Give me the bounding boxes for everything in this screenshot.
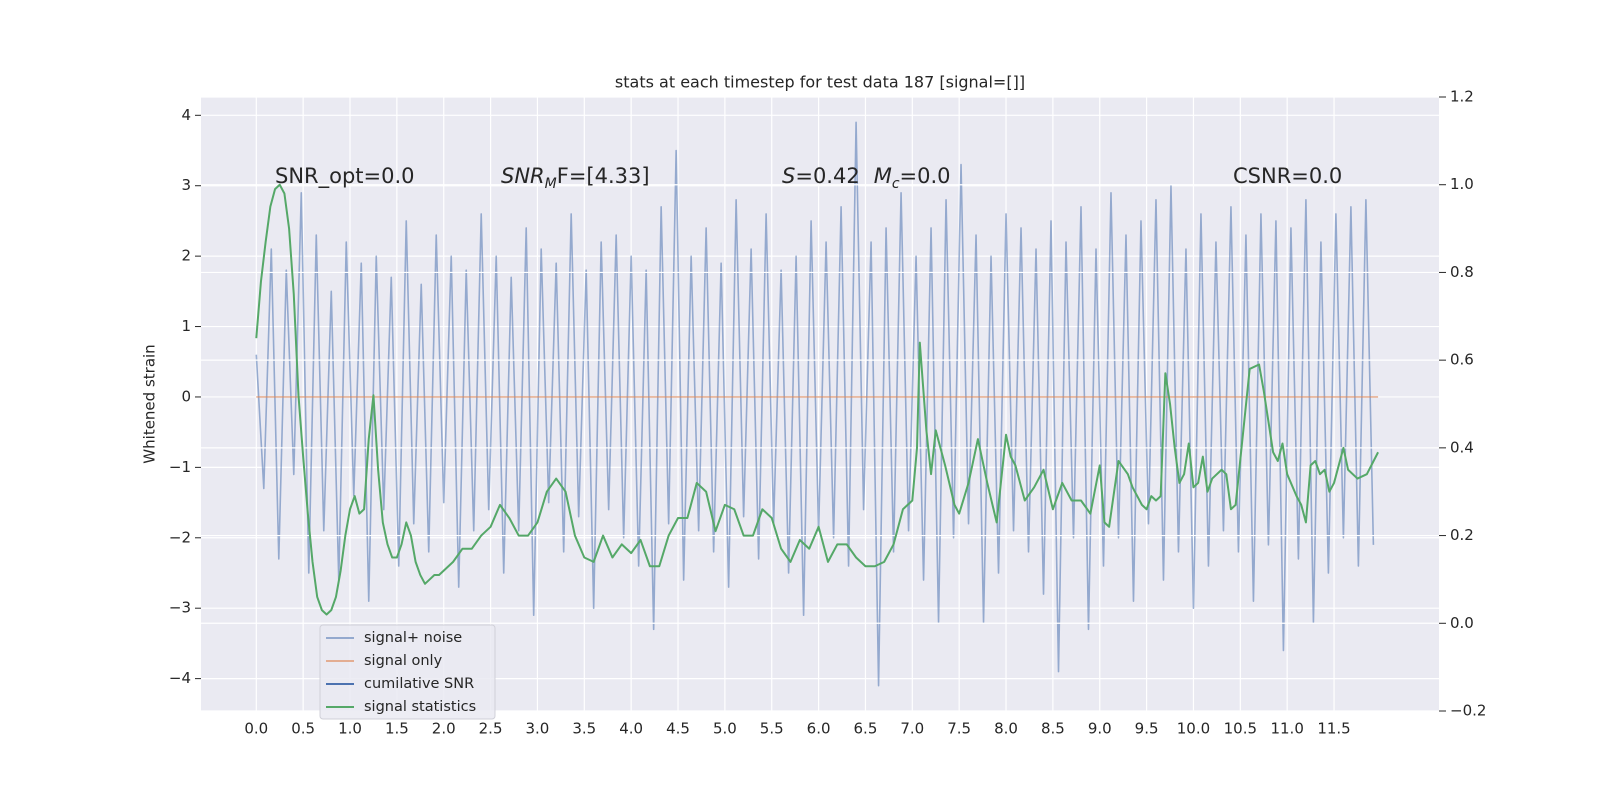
x-tick-label: 0.0 <box>244 720 268 738</box>
chart-title: stats at each timestep for test data 187… <box>615 73 1025 92</box>
annotation-part: M <box>874 164 892 188</box>
x-tick-label: 5.0 <box>713 720 737 738</box>
x-tick-label: 1.0 <box>338 720 362 738</box>
y-tick-label: −4 <box>169 669 191 687</box>
y-tick-label: 4 <box>181 106 191 124</box>
x-tick-label: 4.0 <box>619 720 643 738</box>
legend: signal+ noise signal only cumilative SNR si… <box>319 624 496 720</box>
y2-tick-label: 1.2 <box>1450 88 1474 106</box>
y-tick-label: 3 <box>181 176 191 194</box>
y2-tick-label: 0.8 <box>1450 263 1474 281</box>
y2-tick-label: −0.2 <box>1450 702 1486 720</box>
annotation-part: S <box>782 164 795 188</box>
annotation-part: SNR_opt=0.0 <box>275 164 415 189</box>
legend-label: signal only <box>364 653 443 669</box>
y-axis-label: Whitened strain <box>141 344 159 463</box>
legend-label: signal statistics <box>364 699 476 715</box>
annotation-part: SNR <box>501 164 545 188</box>
x-tick-label: 9.0 <box>1088 720 1112 738</box>
x-tick-label: 3.5 <box>572 720 596 738</box>
legend-label: cumilative SNR <box>364 676 474 692</box>
annotation-part: =0.0 <box>900 164 951 188</box>
x-tick-label: 5.5 <box>760 720 784 738</box>
x-tick-label: 10.0 <box>1177 720 1210 738</box>
x-tick-label: 6.5 <box>854 720 878 738</box>
x-tick-label: 6.0 <box>807 720 831 738</box>
annotation-part: =0.42 <box>795 164 859 188</box>
y-tick-label: 0 <box>181 387 191 405</box>
series-line <box>255 121 1375 687</box>
y2-tick-label: 1.0 <box>1450 175 1474 193</box>
annotation: S=0.42 Mc=0.0 <box>782 164 951 192</box>
series-line <box>255 183 1379 616</box>
y-tick-label: −2 <box>169 528 191 546</box>
y-tick-label: −3 <box>169 599 191 617</box>
x-tick-label: 1.5 <box>385 720 409 738</box>
x-tick-label: 8.0 <box>994 720 1018 738</box>
x-tick-label: 7.5 <box>947 720 971 738</box>
x-tick-label: 7.0 <box>900 720 924 738</box>
x-tick-label: 9.5 <box>1135 720 1159 738</box>
annotation-part: F=[4.33] <box>557 164 650 188</box>
grid-right <box>201 96 1439 712</box>
x-tick-label: 2.0 <box>432 720 456 738</box>
series-right-layer <box>255 183 1379 616</box>
y-tick-label: 2 <box>181 247 191 265</box>
annotation-part: CSNR=0.0 <box>1233 164 1342 188</box>
annotations: SNR_opt=0.0 SNRMF=[4.33] S=0.42 Mc=0.0 CSNR=… <box>275 164 1342 192</box>
x-tick-label: 11.5 <box>1317 720 1350 738</box>
legend-label: signal+ noise <box>364 630 462 646</box>
annotation-part: c <box>892 176 900 192</box>
y2-tick-label: 0.0 <box>1450 614 1474 632</box>
annotation-part: M <box>545 176 557 192</box>
axes: 0.0 0.5 1.0 1.5 2.0 2.5 3.0 3.5 4.0 4.5 5.0 5.5 6.0 6… <box>169 88 1487 738</box>
legend-box <box>319 624 496 720</box>
annotation: CSNR=0.0 <box>1233 164 1342 188</box>
y2-tick-label: 0.2 <box>1450 526 1474 544</box>
x-tick-label: 0.5 <box>291 720 315 738</box>
x-tick-label: 3.0 <box>526 720 550 738</box>
x-tick-label: 10.5 <box>1224 720 1257 738</box>
y2-tick-label: 0.6 <box>1450 351 1474 369</box>
series-layer <box>255 121 1379 687</box>
x-tick-label: 8.5 <box>1041 720 1065 738</box>
y-tick-label: 1 <box>181 317 191 335</box>
y2-tick-label: 0.4 <box>1450 438 1474 456</box>
x-tick-label: 4.5 <box>666 720 690 738</box>
annotation: SNR_opt=0.0 <box>275 164 415 189</box>
y-tick-label: −1 <box>169 458 191 476</box>
x-tick-label: 11.0 <box>1270 720 1303 738</box>
x-tick-label: 2.5 <box>479 720 503 738</box>
annotation: SNRMF=[4.33] <box>501 164 650 192</box>
